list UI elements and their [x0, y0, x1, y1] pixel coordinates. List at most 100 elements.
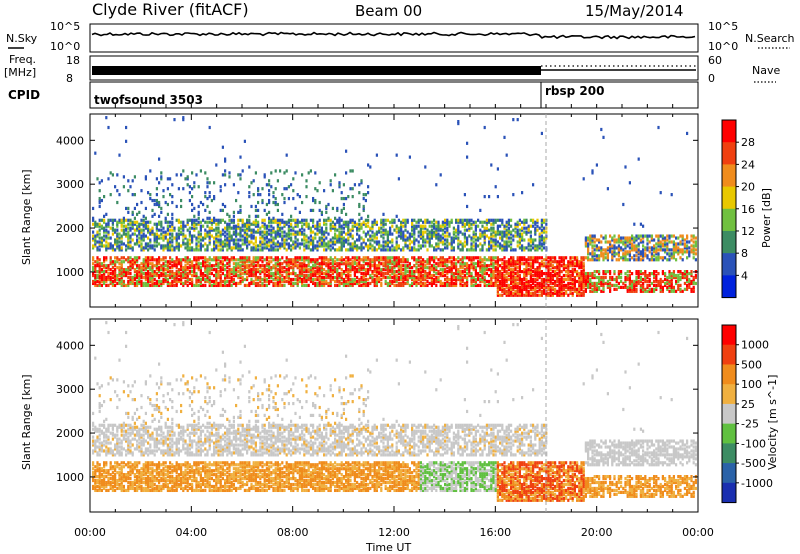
heatmap-cell [129, 260, 132, 264]
heatmap-cell [360, 179, 363, 183]
heatmap-cell [160, 171, 163, 175]
heatmap-cell [437, 242, 440, 246]
heatmap-cell [188, 258, 191, 262]
heatmap-cell [507, 228, 510, 232]
heatmap-cell [422, 238, 425, 242]
heatmap-cell [397, 226, 400, 230]
heatmap-cell [457, 218, 460, 222]
heatmap-cell [131, 220, 134, 224]
heatmap-cell [241, 248, 244, 252]
heatmap-cell [325, 244, 328, 248]
heatmap-cell [371, 275, 374, 280]
heatmap-cell [549, 273, 552, 278]
heatmap-cell [384, 242, 387, 246]
heatmap-cell [523, 246, 526, 250]
heatmap-cell [252, 228, 255, 232]
heatmap-cell [263, 230, 266, 234]
heatmap-cell [492, 273, 495, 278]
heatmap-cell [512, 279, 515, 284]
heatmap-cell [199, 244, 202, 248]
heatmap-cell [499, 285, 502, 289]
heatmap-cell [490, 273, 493, 278]
heatmap-cell [481, 264, 484, 268]
heatmap-cell [406, 220, 409, 224]
heatmap-cell [349, 234, 352, 238]
heatmap-cell [250, 228, 253, 232]
heatmap-cell [136, 271, 139, 276]
heatmap-cell [166, 212, 169, 216]
heatmap-cell [472, 244, 475, 248]
heatmap-cell [360, 242, 363, 246]
heatmap-cell [463, 234, 466, 238]
heatmap-cell [232, 242, 235, 246]
heatmap-cell [582, 270, 585, 274]
heatmap-cell [578, 293, 581, 297]
heatmap-cell [296, 232, 299, 236]
heatmap-cell [96, 232, 99, 236]
heatmap-cell [525, 270, 528, 274]
heatmap-cell [301, 238, 304, 242]
heatmap-cell [237, 270, 240, 274]
heatmap-cell [483, 279, 486, 284]
heatmap-cell [457, 244, 460, 248]
heatmap-cell [364, 270, 367, 274]
heatmap-cell [204, 277, 207, 282]
heatmap-cell [402, 281, 405, 286]
heatmap-cell [162, 234, 165, 238]
heatmap-cell [263, 258, 266, 262]
heatmap-cell [186, 268, 189, 272]
heatmap-cell [188, 277, 191, 282]
heatmap-cell [347, 281, 350, 286]
heatmap-cell [248, 226, 251, 230]
heatmap-cell [461, 283, 464, 288]
heatmap-cell [472, 266, 475, 270]
heatmap-cell [171, 222, 174, 226]
heatmap-cell [538, 285, 541, 289]
heatmap-cell [120, 270, 123, 274]
heatmap-cell [208, 256, 211, 260]
heatmap-cell [144, 256, 147, 260]
heatmap-cell [391, 270, 394, 274]
heatmap-cell [206, 177, 209, 181]
heatmap-cell [122, 270, 125, 274]
heatmap-cell [411, 273, 414, 278]
heatmap-cell [188, 248, 191, 252]
heatmap-cell [120, 275, 123, 280]
heatmap-cell [342, 238, 345, 242]
heatmap-cell [98, 198, 101, 203]
heatmap-cell [395, 273, 398, 278]
heatmap-cell [587, 246, 590, 250]
heatmap-cell [573, 279, 576, 284]
heatmap-cell [494, 279, 497, 284]
heatmap-cell [228, 175, 231, 179]
heatmap-cell [351, 266, 354, 270]
heatmap-cell [144, 206, 147, 211]
heatmap-cell [400, 222, 403, 226]
heatmap-cell [199, 268, 202, 272]
heatmap-cell [582, 281, 585, 286]
heatmap-cell [243, 242, 246, 246]
heatmap-cell [336, 206, 339, 211]
heatmap-cell [235, 270, 238, 274]
heatmap-cell [197, 244, 200, 248]
heatmap-cell [239, 234, 242, 238]
heatmap-cell [158, 273, 161, 278]
heatmap-cell [213, 242, 216, 246]
heatmap-cell [536, 246, 539, 250]
heatmap-cell [133, 270, 136, 274]
heatmap-cell [314, 236, 317, 240]
heatmap-cell [554, 279, 557, 284]
heatmap-cell [173, 275, 176, 280]
heatmap-cell [114, 275, 117, 280]
heatmap-cell [488, 258, 491, 262]
heatmap-cell [468, 228, 471, 232]
heatmap-cell [395, 248, 398, 252]
heatmap-cell [114, 270, 117, 274]
heatmap-cell [147, 270, 150, 274]
heatmap-cell [538, 268, 541, 272]
heatmap-cell [127, 189, 130, 193]
heatmap-cell [400, 275, 403, 280]
heatmap-cell [219, 266, 222, 270]
heatmap-cell [98, 240, 101, 244]
heatmap-cell [257, 270, 260, 274]
